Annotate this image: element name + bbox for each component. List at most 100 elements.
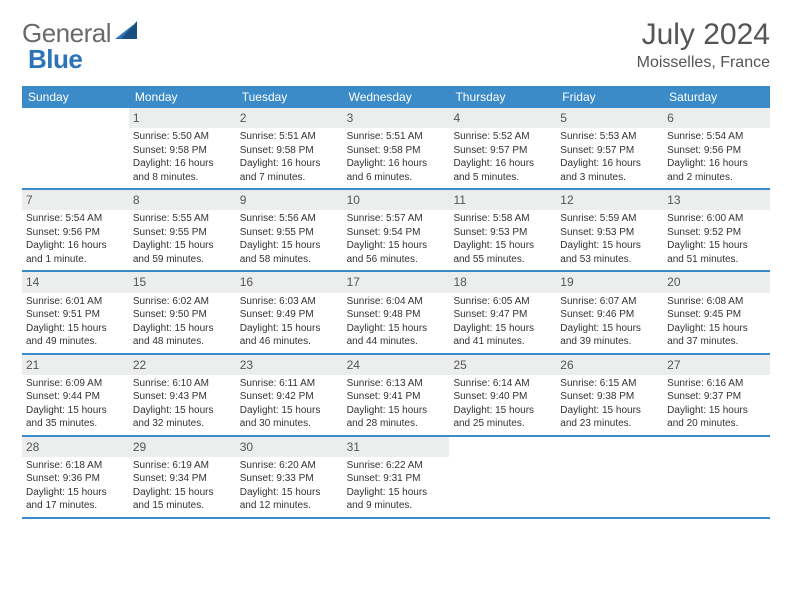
day-text-line: Daylight: 16 hours <box>667 157 766 171</box>
week-row: 1Sunrise: 5:50 AMSunset: 9:58 PMDaylight… <box>22 108 770 190</box>
day-cell: 25Sunrise: 6:14 AMSunset: 9:40 PMDayligh… <box>449 355 556 435</box>
day-text-line: Daylight: 16 hours <box>560 157 659 171</box>
day-text-line: Sunrise: 5:58 AM <box>453 212 552 226</box>
day-text-line: Sunrise: 6:20 AM <box>240 459 339 473</box>
logo-mark-icon <box>115 21 137 46</box>
dow-cell: Sunday <box>22 86 129 108</box>
day-text: Sunrise: 6:03 AMSunset: 9:49 PMDaylight:… <box>240 295 339 349</box>
day-text-line: Daylight: 15 hours <box>453 239 552 253</box>
day-text-line: and 32 minutes. <box>133 417 232 431</box>
day-text-line: and 15 minutes. <box>133 499 232 513</box>
day-text: Sunrise: 6:18 AMSunset: 9:36 PMDaylight:… <box>26 459 125 513</box>
day-text-line: and 12 minutes. <box>240 499 339 513</box>
day-cell: 8Sunrise: 5:55 AMSunset: 9:55 PMDaylight… <box>129 190 236 270</box>
day-text-line: Daylight: 15 hours <box>347 486 446 500</box>
day-text-line: Sunrise: 6:10 AM <box>133 377 232 391</box>
day-text: Sunrise: 5:56 AMSunset: 9:55 PMDaylight:… <box>240 212 339 266</box>
day-text-line: Daylight: 15 hours <box>667 322 766 336</box>
day-text-line: Daylight: 15 hours <box>133 322 232 336</box>
day-text-line: and 48 minutes. <box>133 335 232 349</box>
calendar: SundayMondayTuesdayWednesdayThursdayFrid… <box>22 86 770 519</box>
day-text-line: Sunset: 9:53 PM <box>453 226 552 240</box>
day-text-line: and 1 minute. <box>26 253 125 267</box>
day-text: Sunrise: 6:19 AMSunset: 9:34 PMDaylight:… <box>133 459 232 513</box>
day-cell: 15Sunrise: 6:02 AMSunset: 9:50 PMDayligh… <box>129 272 236 352</box>
day-cell: 4Sunrise: 5:52 AMSunset: 9:57 PMDaylight… <box>449 108 556 188</box>
day-cell <box>22 108 129 188</box>
day-number: 8 <box>129 190 236 210</box>
day-number: 22 <box>129 355 236 375</box>
day-cell <box>449 437 556 517</box>
day-text: Sunrise: 5:51 AMSunset: 9:58 PMDaylight:… <box>347 130 446 184</box>
day-text: Sunrise: 5:55 AMSunset: 9:55 PMDaylight:… <box>133 212 232 266</box>
day-text-line: and 58 minutes. <box>240 253 339 267</box>
day-text-line: Sunrise: 6:08 AM <box>667 295 766 309</box>
day-number: 29 <box>129 437 236 457</box>
day-number: 18 <box>449 272 556 292</box>
day-text: Sunrise: 5:53 AMSunset: 9:57 PMDaylight:… <box>560 130 659 184</box>
day-text: Sunrise: 5:54 AMSunset: 9:56 PMDaylight:… <box>667 130 766 184</box>
week-row: 28Sunrise: 6:18 AMSunset: 9:36 PMDayligh… <box>22 437 770 519</box>
day-text-line: Sunrise: 5:57 AM <box>347 212 446 226</box>
day-cell: 6Sunrise: 5:54 AMSunset: 9:56 PMDaylight… <box>663 108 770 188</box>
header-right: July 2024 Moisselles, France <box>637 18 770 72</box>
day-text-line: Sunset: 9:55 PM <box>240 226 339 240</box>
day-text-line: and 35 minutes. <box>26 417 125 431</box>
day-text: Sunrise: 6:02 AMSunset: 9:50 PMDaylight:… <box>133 295 232 349</box>
day-number: 16 <box>236 272 343 292</box>
day-text-line: and 6 minutes. <box>347 171 446 185</box>
dow-cell: Monday <box>129 86 236 108</box>
day-text-line: Sunrise: 5:56 AM <box>240 212 339 226</box>
day-number: 17 <box>343 272 450 292</box>
day-text-line: and 41 minutes. <box>453 335 552 349</box>
day-number: 14 <box>22 272 129 292</box>
day-text-line: Daylight: 15 hours <box>240 239 339 253</box>
day-text-line: Daylight: 15 hours <box>240 486 339 500</box>
day-text-line: Daylight: 15 hours <box>667 239 766 253</box>
day-text-line: Sunrise: 5:55 AM <box>133 212 232 226</box>
day-text-line: Sunset: 9:42 PM <box>240 390 339 404</box>
day-cell <box>663 437 770 517</box>
day-text: Sunrise: 5:51 AMSunset: 9:58 PMDaylight:… <box>240 130 339 184</box>
day-text-line: Sunset: 9:50 PM <box>133 308 232 322</box>
day-text-line: Sunrise: 6:04 AM <box>347 295 446 309</box>
day-text-line: Sunset: 9:44 PM <box>26 390 125 404</box>
day-text-line: Sunset: 9:41 PM <box>347 390 446 404</box>
day-text-line: and 53 minutes. <box>560 253 659 267</box>
day-text-line: Sunset: 9:53 PM <box>560 226 659 240</box>
logo-line2: Blue <box>28 44 82 75</box>
day-text-line: Sunrise: 6:09 AM <box>26 377 125 391</box>
day-cell: 3Sunrise: 5:51 AMSunset: 9:58 PMDaylight… <box>343 108 450 188</box>
day-text-line: and 55 minutes. <box>453 253 552 267</box>
day-text-line: Sunset: 9:45 PM <box>667 308 766 322</box>
day-text-line: and 37 minutes. <box>667 335 766 349</box>
day-text-line: and 25 minutes. <box>453 417 552 431</box>
day-text-line: Sunrise: 6:18 AM <box>26 459 125 473</box>
day-text-line: Sunset: 9:40 PM <box>453 390 552 404</box>
day-text-line: Daylight: 15 hours <box>26 404 125 418</box>
day-text-line: and 23 minutes. <box>560 417 659 431</box>
day-number: 25 <box>449 355 556 375</box>
day-text-line: Sunrise: 6:14 AM <box>453 377 552 391</box>
day-text-line: Sunrise: 6:15 AM <box>560 377 659 391</box>
day-text: Sunrise: 6:13 AMSunset: 9:41 PMDaylight:… <box>347 377 446 431</box>
day-text-line: Sunrise: 6:01 AM <box>26 295 125 309</box>
day-text-line: Sunrise: 5:51 AM <box>347 130 446 144</box>
day-text: Sunrise: 6:10 AMSunset: 9:43 PMDaylight:… <box>133 377 232 431</box>
month-title: July 2024 <box>637 18 770 52</box>
day-number: 11 <box>449 190 556 210</box>
day-cell: 11 Sunrise: 5:58 AMSunset: 9:53 PMDayligh… <box>449 190 556 270</box>
day-text: Sunrise: 6:09 AMSunset: 9:44 PMDaylight:… <box>26 377 125 431</box>
day-cell: 30Sunrise: 6:20 AMSunset: 9:33 PMDayligh… <box>236 437 343 517</box>
day-cell: 21Sunrise: 6:09 AMSunset: 9:44 PMDayligh… <box>22 355 129 435</box>
day-number: 3 <box>343 108 450 128</box>
day-cell: 27Sunrise: 6:16 AMSunset: 9:37 PMDayligh… <box>663 355 770 435</box>
day-text-line: Daylight: 15 hours <box>347 239 446 253</box>
dow-cell: Tuesday <box>236 86 343 108</box>
day-text-line: and 9 minutes. <box>347 499 446 513</box>
day-number: 2 <box>236 108 343 128</box>
day-text-line: Sunrise: 5:52 AM <box>453 130 552 144</box>
day-cell: 22Sunrise: 6:10 AMSunset: 9:43 PMDayligh… <box>129 355 236 435</box>
day-cell: 28Sunrise: 6:18 AMSunset: 9:36 PMDayligh… <box>22 437 129 517</box>
day-text-line: Daylight: 15 hours <box>347 404 446 418</box>
